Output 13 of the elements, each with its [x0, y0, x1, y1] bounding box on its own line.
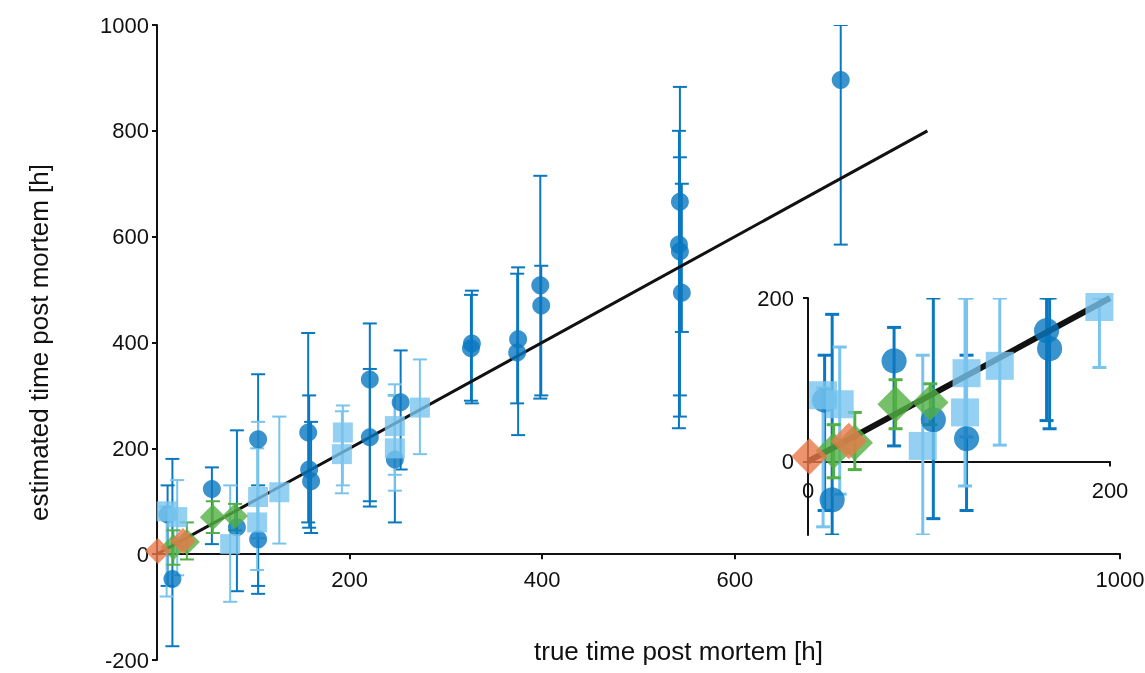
x-tick-label: 200 — [331, 566, 368, 592]
x-tick-label: 400 — [523, 566, 561, 592]
y-tick-label: -200 — [104, 647, 149, 673]
y-tick-label: 400 — [112, 330, 149, 355]
x-tick-label: 600 — [716, 566, 754, 592]
y-tick-label: 1000 — [100, 12, 149, 38]
x-axis-title: true time post mortem [h] — [534, 636, 823, 667]
y-tick-label: 200 — [112, 435, 149, 461]
x-tick-label: 1000 — [1095, 566, 1145, 592]
y-tick-label: 800 — [112, 118, 149, 144]
y-tick-label: 600 — [112, 224, 149, 250]
y-axis-title: estimated time post mortem [h] — [24, 164, 54, 521]
y-tick-label: 0 — [136, 541, 149, 567]
